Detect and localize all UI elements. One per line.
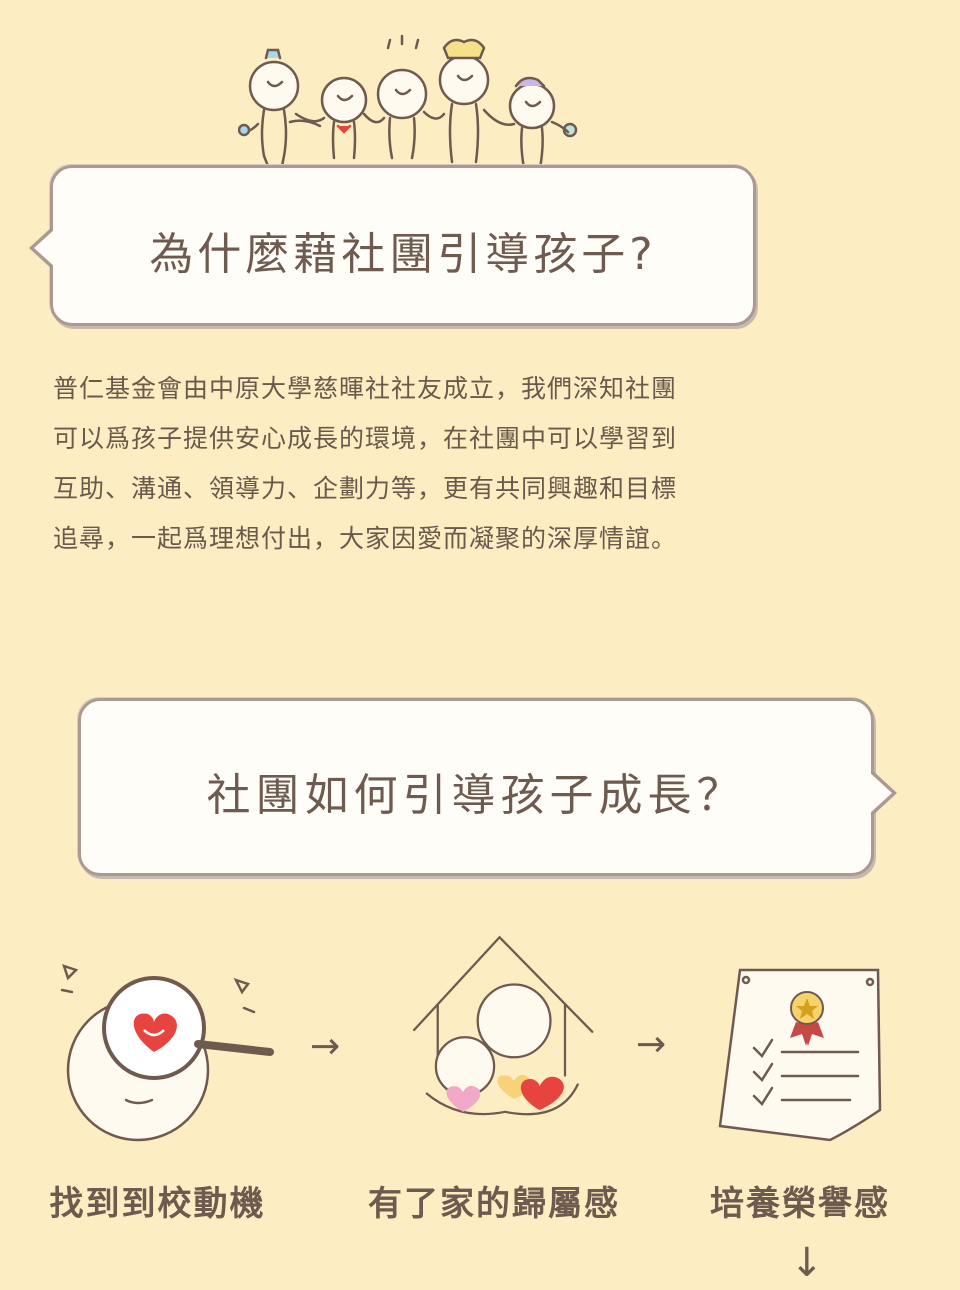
paragraph-line: 可以爲孩子提供安心成長的環境，在社團中可以學習到 — [53, 424, 678, 453]
paragraph-line: 追尋，一起爲理想付出，大家因愛而凝聚的深厚情誼。 — [53, 524, 678, 553]
arrow-right-icon: → — [310, 1026, 341, 1067]
certificate-icon — [718, 968, 882, 1142]
step-label-motivation: 找到到校動機 — [49, 1184, 266, 1224]
intro-paragraph: 普仁基金會由中原大學慈暉社社友成立，我們深知社團 可以爲孩子提供安心成長的環境，… — [53, 364, 753, 564]
arrow-down-icon: ↓ — [790, 1240, 824, 1286]
paragraph-line: 互助、溝通、領導力、企劃力等，更有共同興趣和目標 — [53, 474, 678, 503]
step-label-belonging: 有了家的歸屬感 — [368, 1184, 620, 1224]
arrow-right-icon: → — [636, 1024, 667, 1065]
heart-magnifier-icon — [60, 964, 274, 1142]
section-title: 為什麼藉社團引導孩子? — [149, 229, 657, 280]
speech-bubble-tail — [869, 769, 897, 817]
step-label-honor: 培養榮譽感 — [710, 1184, 890, 1224]
section-title: 社團如何引導孩子成長？ — [206, 770, 746, 821]
kids-holding-hands-illustration — [238, 34, 578, 170]
speech-bubble-tail — [29, 226, 55, 270]
paragraph-line: 普仁基金會由中原大學慈暉社社友成立，我們深知社團 — [53, 374, 678, 403]
why-clubs-heading-bubble: 為什麼藉社團引導孩子? — [29, 165, 756, 326]
how-clubs-guide-heading-bubble: 社團如何引導孩子成長？ — [78, 698, 897, 876]
family-house-icon — [412, 935, 594, 1116]
